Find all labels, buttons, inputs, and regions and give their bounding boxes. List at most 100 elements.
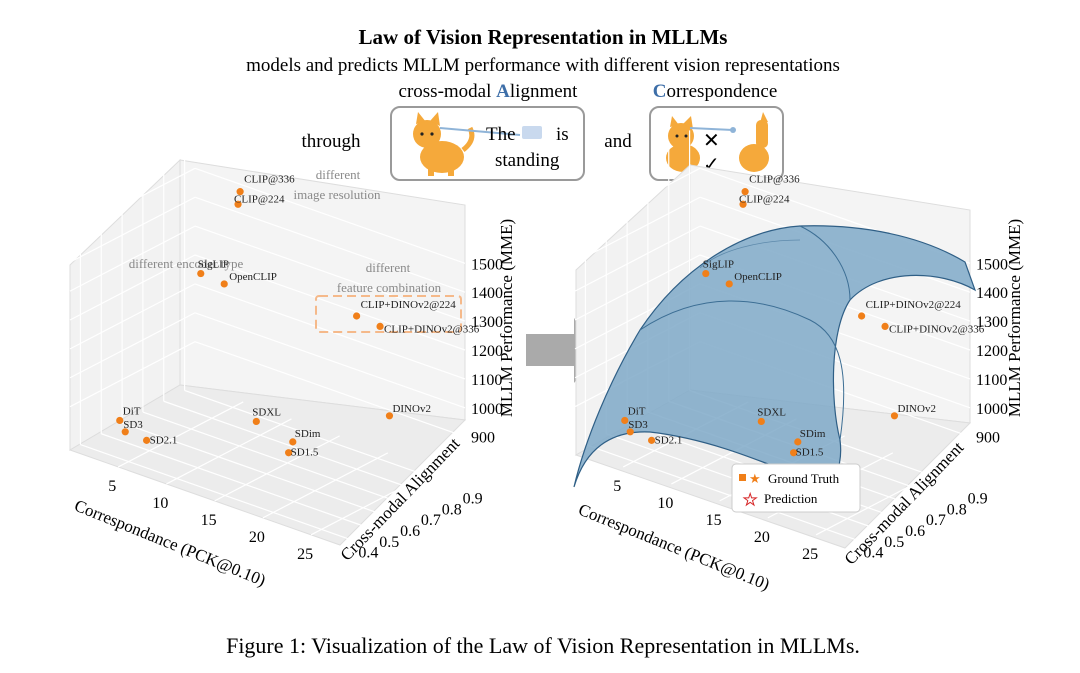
z-tick-label: 1400 xyxy=(471,285,503,302)
data-label: SDim xyxy=(800,428,826,440)
y-tick-label: 0.9 xyxy=(463,490,483,507)
data-point-clip-dinov2-224 xyxy=(353,312,361,320)
data-label: OpenCLIP xyxy=(229,271,277,283)
y-gridline xyxy=(101,433,372,530)
annotation-encoder: different encoder type xyxy=(129,256,244,271)
data-point-sdxl xyxy=(757,417,765,426)
data-label: DINOv2 xyxy=(392,403,431,415)
z-gridline xyxy=(194,196,466,293)
data-label: SDim xyxy=(295,428,321,440)
y-tick-label: 0.9 xyxy=(968,490,988,507)
combination-highlight-box xyxy=(315,295,462,333)
data-label: SDXL xyxy=(757,406,786,418)
data-point-sd2-1 xyxy=(143,436,151,444)
data-point-sd1-5 xyxy=(285,449,293,457)
z-gridline xyxy=(574,254,701,321)
alignment-card-line1: The xyxy=(486,124,516,145)
y-gridline xyxy=(585,444,856,541)
x-tick-label: 25 xyxy=(802,546,818,563)
legend-prediction: Prediction xyxy=(764,491,818,506)
cat-right-icon xyxy=(739,112,769,172)
y-tick-label: 0.7 xyxy=(421,512,441,529)
alignment-card-is: is xyxy=(556,124,569,145)
legend-gt-star-icon: ★ xyxy=(749,471,761,486)
annotation-combination-line1: different xyxy=(366,260,411,275)
data-label: CLIP+DINOv2@336 xyxy=(889,323,985,335)
z-tick-label: 1100 xyxy=(976,372,1007,389)
z-gridline xyxy=(69,167,196,234)
z-gridline xyxy=(69,196,196,263)
left-zlabel: MLLM Performance (MME) xyxy=(497,219,516,417)
through-word: through xyxy=(301,131,361,152)
y-tick-label: 0.8 xyxy=(947,501,967,518)
z-tick-label: 1000 xyxy=(976,401,1008,418)
data-point-siglip xyxy=(197,269,205,278)
z-gridline xyxy=(194,283,466,380)
alignment-label: cross-modal Alignment xyxy=(399,81,579,102)
data-point-clip-dinov2-336 xyxy=(881,322,889,330)
data-point-dinov2 xyxy=(385,412,394,420)
figure-caption: Figure 1: Visualization of the Law of Vi… xyxy=(226,633,860,658)
y-gridline xyxy=(80,444,351,541)
x-gridline xyxy=(117,401,244,468)
z-gridline xyxy=(69,341,196,408)
right-xlabel: Correspondance (PCK@0.10) xyxy=(576,500,773,594)
left-panes xyxy=(68,158,467,546)
annotation-resolution-line2: image resolution xyxy=(293,187,381,202)
alignment-card: The is standing xyxy=(390,106,585,181)
y-gridline xyxy=(142,411,414,508)
data-point-sd2-1 xyxy=(648,436,656,444)
data-point-clip-336 xyxy=(236,188,244,196)
y-tick-label: 0.4 xyxy=(863,545,883,562)
y-tick-label: 0.8 xyxy=(442,501,462,518)
data-point-openclip xyxy=(725,280,733,288)
z-tick-label: 1400 xyxy=(976,285,1008,302)
data-label: CLIP@336 xyxy=(244,174,295,186)
y-tick-label: 0.5 xyxy=(884,534,904,551)
y-tick-label: 0.7 xyxy=(926,512,946,529)
z-tick-label: 1200 xyxy=(976,343,1008,360)
z-gridline xyxy=(69,283,196,350)
z-tick-label: 1200 xyxy=(471,343,503,360)
x-tick-label: 5 xyxy=(613,478,621,495)
z-tick-label: 1100 xyxy=(471,372,502,389)
z-gridline xyxy=(194,341,466,438)
z-tick-label: 1300 xyxy=(471,314,503,331)
data-point-sd3 xyxy=(626,428,634,436)
z-tick-label: 900 xyxy=(976,430,1000,447)
data-label: CLIP@336 xyxy=(749,174,800,186)
data-point-clip-dinov2-336 xyxy=(376,322,384,330)
data-label: DiT xyxy=(123,405,141,417)
z-gridline xyxy=(69,254,196,321)
data-point-dit xyxy=(116,416,124,425)
data-label: CLIP@224 xyxy=(234,193,285,205)
right-zlabel: MLLM Performance (MME) xyxy=(1005,219,1024,417)
x-gridline xyxy=(214,435,340,502)
z-tick-label: 1300 xyxy=(976,314,1008,331)
data-point-clip-dinov2-224 xyxy=(858,312,866,320)
x-tick-label: 20 xyxy=(754,529,770,546)
data-label: SigLIP xyxy=(198,259,229,271)
data-point-clip-224 xyxy=(234,200,242,208)
annotation-resolution-line1: different xyxy=(316,167,361,182)
data-label: DiT xyxy=(628,405,646,417)
data-point-dinov2 xyxy=(890,412,899,420)
figure-subtitle: models and predicts MLLM performance wit… xyxy=(246,55,840,76)
cat-left-icon xyxy=(666,116,700,172)
z-gridline xyxy=(194,312,466,409)
legend: ★ Ground Truth ★ Prediction xyxy=(731,463,861,513)
x-gridline xyxy=(310,469,437,536)
data-label: SD1.5 xyxy=(291,447,319,459)
data-label: SD2.1 xyxy=(655,434,683,446)
z-gridline xyxy=(194,167,466,264)
y-gridline xyxy=(163,400,434,497)
data-point-sdim xyxy=(794,438,802,446)
y-tick-label: 0.6 xyxy=(400,523,420,540)
left-plot: different image resolution different enc… xyxy=(68,130,516,590)
data-point-clip-336 xyxy=(741,188,749,196)
y-gridline xyxy=(121,422,393,519)
